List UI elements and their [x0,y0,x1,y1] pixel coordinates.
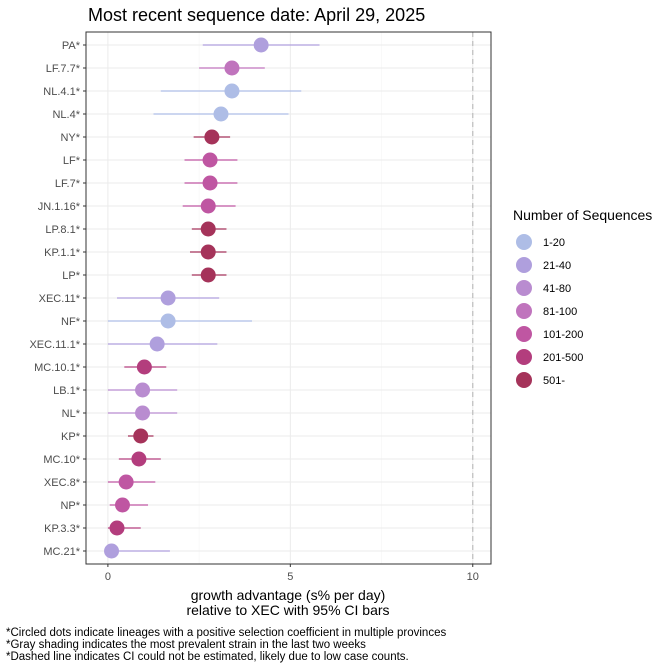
footnote-circled-dots: *Circled dots indicate lineages with a p… [6,627,446,639]
y-tick-label: MC.10.1* [34,362,81,374]
y-tick-label: NF* [61,316,81,328]
legend-label: 21-40 [543,260,571,272]
y-tick-label: JN.1.16* [38,201,81,213]
point [136,359,152,375]
x-axis-title-line-2: relative to XEC with 95% CI bars [186,602,389,618]
legend-swatch [516,234,532,250]
legend-swatch [516,326,532,342]
y-tick-label: XEC.8* [44,477,81,489]
y-tick-label: KP.1.1* [44,247,81,259]
data-marks [104,37,320,559]
chart-title: Most recent sequence date: April 29, 202… [88,5,425,25]
legend-label: 201-500 [543,352,583,364]
legend-label: 41-80 [543,283,571,295]
point [202,175,218,191]
y-axis-tick-labels: PA* LF.7.7* NL.4.1* NL.4* NY* LF* LF.7* JN.1.16… [29,40,86,558]
point [114,497,130,513]
point [204,129,220,145]
point [213,106,229,122]
plot-panel [85,31,492,565]
point [133,428,149,444]
y-tick-label: NP* [60,500,80,512]
legend-label: 81-100 [543,306,577,318]
point [202,152,218,168]
legend-label: 101-200 [543,329,583,341]
point [200,244,216,260]
legend: Number of Sequences 1-20 21-40 41-80 81-100… [513,207,652,388]
point [160,290,176,306]
point [200,221,216,237]
y-tick-label: NY* [60,132,80,144]
x-tick-label: 10 [467,571,479,583]
y-tick-label: LB.1* [53,385,81,397]
x-tick-label: 0 [105,571,111,583]
point [135,382,151,398]
y-tick-label: MC.10* [43,454,80,466]
y-tick-label: LF.7.7* [46,63,81,75]
footnotes: *Circled dots indicate lineages with a p… [6,627,446,663]
legend-swatch [516,280,532,296]
y-tick-label: LP.8.1* [45,224,80,236]
point [135,405,151,421]
point [160,313,176,329]
legend-swatch [516,303,532,319]
y-tick-label: LP* [62,270,80,282]
x-tick-label: 5 [287,571,293,583]
y-tick-label: LF.7* [55,178,81,190]
point [200,198,216,214]
y-tick-label: KP* [61,431,81,443]
point [224,60,240,76]
legend-label: 1-20 [543,237,565,249]
legend-label: 501- [543,375,565,387]
y-tick-label: KP.3.3* [44,523,81,535]
point [224,83,240,99]
y-tick-label: NL.4* [52,109,80,121]
y-tick-label: LF* [63,155,81,167]
point [118,474,134,490]
y-tick-label: PA* [62,40,81,52]
legend-swatch [516,257,532,273]
point [149,336,165,352]
y-tick-label: NL* [62,408,81,420]
x-axis-tick-labels: 0 5 10 [105,564,479,583]
legend-swatch [516,349,532,365]
y-tick-label: NL.4.1* [43,86,80,98]
y-tick-label: XEC.11* [39,293,81,305]
point [200,267,216,283]
point [253,37,269,53]
point [109,520,125,536]
footnote-dashed-line: *Dashed line indicates CI could not be e… [6,651,409,663]
y-tick-label: XEC.11.1* [29,339,80,351]
x-axis-title-line-1: growth advantage (s% per day) [191,587,386,603]
footnote-gray-shading: *Gray shading indicates the most prevale… [6,639,366,651]
y-tick-label: MC.21* [43,546,80,558]
legend-swatch [516,372,532,388]
point [104,543,120,559]
legend-title: Number of Sequences [513,207,652,223]
point [131,451,147,467]
